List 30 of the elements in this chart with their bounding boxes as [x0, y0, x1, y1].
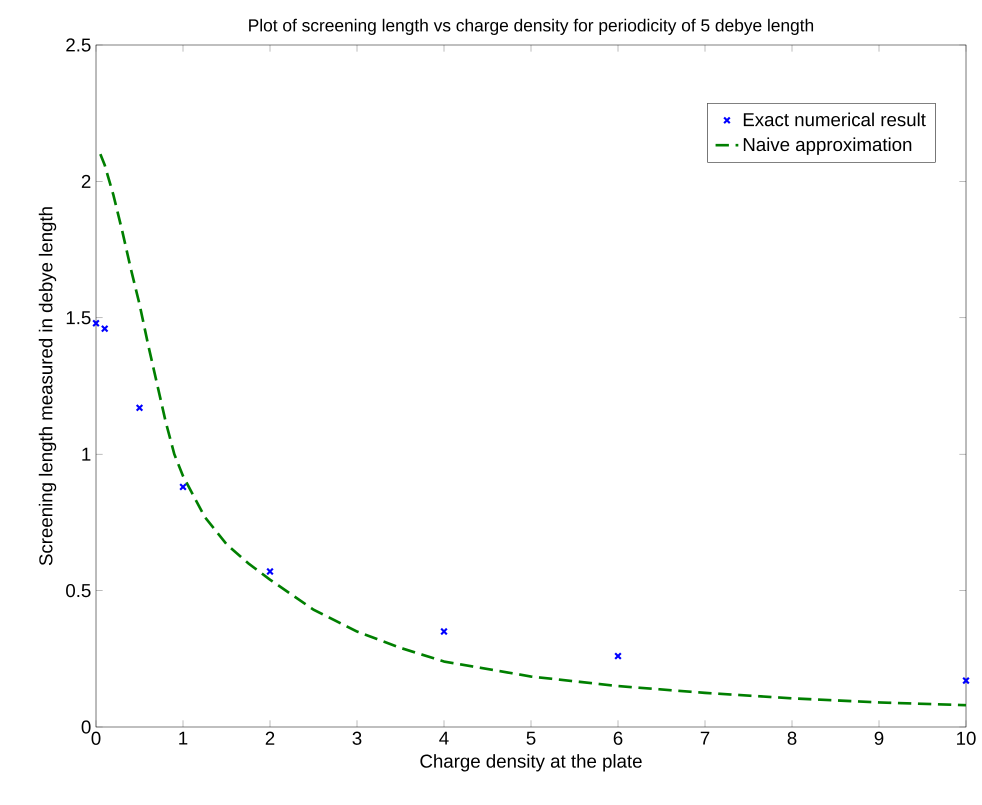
x-axis-title: Charge density at the plate: [420, 754, 642, 772]
x-tick-label: 0: [92, 732, 100, 745]
x-tick-label: 1: [179, 732, 188, 745]
y-axis-title: Screening length measured in debye length: [38, 207, 56, 566]
point: [614, 652, 622, 660]
y-tick-label: 0: [82, 720, 91, 734]
point: [100, 324, 109, 333]
y-tick-label: 1: [82, 448, 90, 461]
x-tick-label: 10: [957, 732, 976, 745]
x-tick-label: 7: [700, 732, 710, 745]
x-tick-label: 9: [874, 732, 884, 745]
y-tick-label: 2.5: [66, 38, 91, 52]
x-tick-label: 3: [352, 732, 362, 745]
x-tick-label: 5: [526, 732, 536, 745]
point: [136, 404, 144, 412]
point: [179, 483, 187, 491]
y-tick-label: 1.5: [66, 311, 91, 324]
x-tick-label: 8: [788, 732, 796, 745]
legend-label: Naive approximation: [744, 137, 912, 155]
y-tick-label: 0.5: [66, 584, 91, 598]
point: [962, 676, 970, 685]
y-tick-label: 2: [82, 174, 90, 188]
x-tick-label: 6: [614, 732, 622, 745]
point: [92, 319, 100, 328]
point: [440, 628, 448, 636]
x-tick-label: 4: [439, 732, 449, 745]
legend-label: Exact numerical result: [744, 112, 926, 126]
x-tick-label: 2: [266, 732, 274, 745]
chart-title: Plot of screening length vs charge density for periodicity of 5 debye length: [249, 18, 814, 35]
point: [266, 568, 274, 576]
